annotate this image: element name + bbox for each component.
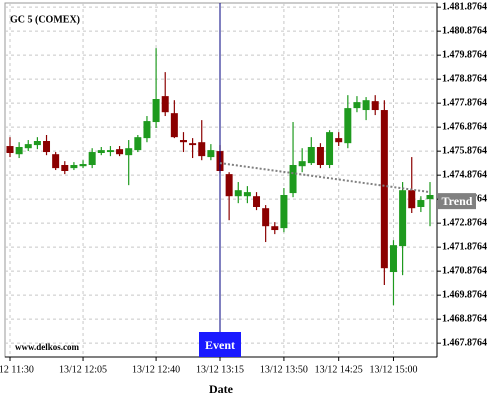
- candle-body: [15, 147, 23, 155]
- candle-body: [161, 96, 169, 113]
- candle-body: [243, 192, 251, 197]
- candle-body: [170, 113, 178, 138]
- candle-body: [417, 200, 425, 207]
- candle-body: [52, 154, 60, 169]
- candle-body: [134, 137, 142, 151]
- chart-title: GC 5 (COMEX): [10, 14, 80, 25]
- candle-body: [43, 141, 51, 153]
- y-tick-label: 1.470.8764: [442, 265, 487, 276]
- candle-body: [371, 101, 379, 111]
- y-tick-label: 1.474.8764: [442, 169, 487, 180]
- candle-body: [389, 245, 397, 273]
- y-tick-label: 1.476.8764: [442, 121, 487, 132]
- trend-box: [438, 193, 476, 210]
- candle-body: [326, 132, 334, 165]
- candle-body: [307, 147, 315, 164]
- candle-body: [116, 149, 124, 155]
- y-tick-label: 1.477.8764: [442, 97, 487, 108]
- x-tick-label: 13/12 12:05: [59, 364, 107, 375]
- x-tick-label: 13/12 11:30: [0, 364, 34, 375]
- y-tick-label: 1.467.8764: [442, 337, 487, 348]
- x-tick-label: 13/12 12:40: [132, 364, 180, 375]
- candle-body: [207, 150, 215, 158]
- y-tick-label: 1.469.8764: [442, 289, 487, 300]
- candle-body: [125, 148, 133, 156]
- marks: [6, 48, 434, 306]
- trend-line: [219, 162, 431, 194]
- y-tick-label: 1.479.8764: [442, 49, 487, 60]
- candle-body: [289, 165, 297, 194]
- y-tick-label: 1.475.8764: [442, 145, 487, 156]
- candle-body: [298, 161, 306, 167]
- y-tick-label: 1.468.8764: [442, 313, 487, 324]
- y-tick-label: 1.471.8764: [442, 241, 487, 252]
- candle-body: [106, 150, 114, 153]
- candle-body: [353, 102, 361, 109]
- candle-body: [335, 138, 343, 143]
- trend-label: Trend: [442, 194, 473, 208]
- candle-body: [344, 108, 352, 144]
- candle-body: [408, 190, 416, 209]
- candle-body: [426, 195, 434, 200]
- x-tick-label: 13/12 14:25: [315, 364, 363, 375]
- candle-body: [24, 144, 32, 149]
- candle-body: [234, 190, 242, 197]
- x-tick-label: 13/12 13:15: [196, 364, 244, 375]
- plot-area: [4, 2, 438, 358]
- candle-body: [225, 174, 233, 197]
- x-axis-title: Date: [209, 382, 234, 396]
- candle-body: [399, 190, 407, 247]
- candle-body: [33, 141, 41, 146]
- x-tick-label: 13/12 13:50: [260, 364, 308, 375]
- y-tick-label: 1.472.8764: [442, 217, 487, 228]
- y-tick-label: 1.478.8764: [442, 73, 487, 84]
- y-tick-label: 1.480.8764: [442, 25, 487, 36]
- watermark: www.delkos.com: [15, 342, 80, 352]
- candle-body: [316, 147, 324, 165]
- event-label: Event: [205, 338, 235, 352]
- candle-body: [143, 121, 151, 139]
- candle-body: [152, 99, 160, 123]
- candle-body: [88, 152, 96, 165]
- candle-body: [61, 165, 69, 171]
- candle-body: [198, 142, 206, 157]
- candle-body: [189, 143, 197, 146]
- candle-body: [97, 150, 105, 153]
- y-tick-label: 1.481.8764: [442, 1, 487, 12]
- candle-body: [362, 100, 370, 111]
- candle-body: [271, 226, 279, 231]
- candle-body: [79, 164, 87, 167]
- candle-body: [380, 110, 388, 269]
- candle-body: [6, 146, 14, 153]
- candle-body: [262, 208, 270, 227]
- x-tick-label: 13/12 15:00: [369, 364, 417, 375]
- candle-body: [70, 165, 78, 169]
- candle-body: [179, 140, 187, 143]
- event-box: [199, 332, 241, 357]
- candle-body: [253, 196, 261, 207]
- candle-body: [280, 195, 288, 229]
